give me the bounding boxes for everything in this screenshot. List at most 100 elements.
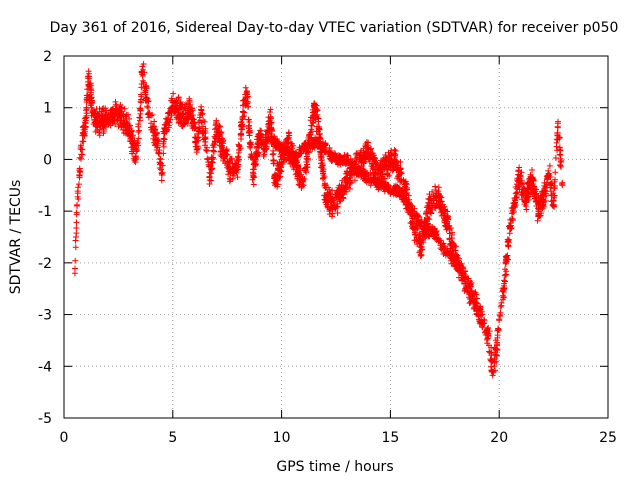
data-point [318, 164, 325, 171]
data-point [126, 115, 133, 122]
data-point [272, 144, 279, 151]
data-point [242, 84, 249, 91]
data-points [71, 60, 566, 379]
data-point [140, 79, 147, 86]
data-point [310, 117, 317, 124]
data-point [403, 186, 410, 193]
data-point [424, 214, 431, 221]
data-point [294, 154, 301, 161]
data-point [535, 208, 542, 215]
data-point [330, 202, 337, 209]
data-point [86, 97, 93, 104]
data-point [503, 255, 510, 262]
data-point [378, 181, 385, 188]
data-point [556, 146, 563, 153]
data-point [248, 152, 255, 159]
data-point [170, 90, 177, 97]
data-point [410, 226, 417, 233]
data-point [496, 317, 503, 324]
data-point [349, 165, 356, 172]
data-point [495, 327, 502, 334]
data-point [278, 146, 285, 153]
data-point [335, 188, 342, 195]
data-point [514, 189, 521, 196]
data-point [154, 140, 161, 147]
data-point [422, 228, 429, 235]
data-point [245, 125, 252, 132]
data-point [208, 177, 215, 184]
data-point [163, 121, 170, 128]
data-point [187, 104, 194, 111]
data-point [249, 166, 256, 173]
x-tick-label: 25 [599, 430, 617, 446]
data-point [199, 111, 206, 118]
data-point [269, 151, 276, 158]
data-point [529, 167, 536, 174]
data-point [552, 154, 559, 161]
data-point [275, 161, 282, 168]
data-point [124, 131, 131, 138]
data-point [192, 138, 199, 145]
data-point [501, 266, 508, 273]
data-point [161, 129, 168, 136]
data-point [329, 187, 336, 194]
grid-lines [64, 56, 608, 418]
data-point [497, 312, 504, 319]
data-point [478, 316, 485, 323]
data-point [328, 196, 335, 203]
data-point [80, 130, 87, 137]
x-axis-tick-labels: 0 5 10 15 20 25 [60, 430, 617, 446]
data-point [226, 166, 233, 173]
data-point [75, 181, 82, 188]
data-point [217, 123, 224, 130]
data-point [73, 225, 80, 232]
data-point [378, 182, 385, 189]
data-point [193, 146, 200, 153]
data-point [507, 219, 514, 226]
data-point [396, 192, 403, 199]
data-point [346, 181, 353, 188]
data-point [305, 133, 312, 140]
data-point [453, 265, 460, 272]
data-point [254, 150, 261, 157]
data-point [552, 169, 559, 176]
data-point [87, 84, 94, 91]
y-tick-label: 1 [43, 101, 52, 117]
data-point [119, 104, 126, 111]
data-point [497, 303, 504, 310]
data-point [553, 139, 560, 146]
data-point [110, 116, 117, 123]
data-point [302, 139, 309, 146]
data-point [115, 109, 122, 116]
data-point [356, 165, 363, 172]
data-point [364, 177, 371, 184]
data-point [392, 147, 399, 154]
data-point [455, 260, 462, 267]
data-point [196, 117, 203, 124]
data-point [518, 181, 525, 188]
data-point [433, 203, 440, 210]
data-point [442, 223, 449, 230]
data-point [319, 165, 326, 172]
data-point [240, 109, 247, 116]
data-point [461, 275, 468, 282]
data-point [349, 158, 356, 165]
data-point [521, 188, 528, 195]
data-point [226, 156, 233, 163]
data-point [244, 94, 251, 101]
data-point [250, 161, 257, 168]
data-point [556, 151, 563, 158]
data-point [416, 231, 423, 238]
data-point [547, 181, 554, 188]
data-point [82, 126, 89, 133]
data-point [546, 171, 553, 178]
data-point [286, 132, 293, 139]
data-point [158, 177, 165, 184]
axis-ticks [63, 55, 609, 419]
data-point [173, 98, 180, 105]
data-point [179, 106, 186, 113]
data-point [390, 166, 397, 173]
data-point [271, 173, 278, 180]
data-point [213, 117, 220, 124]
data-point [81, 119, 88, 126]
